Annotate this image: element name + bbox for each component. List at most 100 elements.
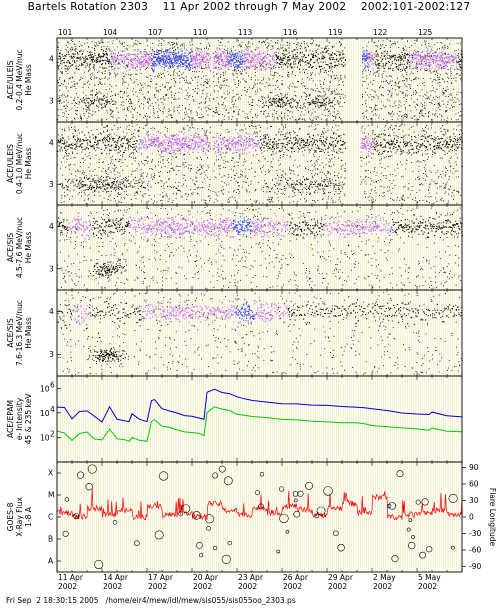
top-doy-label: 125 [418, 28, 433, 37]
flare-marker [426, 546, 433, 553]
flare-marker [64, 497, 70, 502]
flare-marker [196, 541, 203, 549]
y-tick-exponent: 6 [50, 380, 55, 389]
year-label: 2002 [103, 582, 122, 591]
panel-ylabel-line: ACE/ULEIS [6, 60, 15, 99]
right-axis-tick-label: -30 [469, 529, 481, 538]
flare-marker [87, 464, 97, 474]
flare-marker [255, 490, 261, 496]
footer-timestamp: Fri Sep 2 18:30:15 2005 /home/eir4/mew/i… [6, 596, 296, 605]
y-tick-label: 4 [49, 307, 54, 316]
top-doy-label: 104 [103, 28, 118, 37]
right-axis-tick-label: -60 [469, 546, 481, 555]
flare-marker [406, 527, 411, 532]
date-label: 14 Apr [103, 573, 129, 582]
flare-marker [337, 543, 345, 552]
flare-marker [159, 471, 169, 481]
panel-ylabel-line: 45 & 235 keV [24, 393, 33, 445]
flare-marker [411, 535, 415, 539]
y-tick-label: 3 [49, 264, 54, 273]
flare-marker [297, 490, 304, 497]
date-label: 20 Apr [193, 573, 219, 582]
flare-marker [199, 553, 204, 558]
flare-marker [73, 513, 80, 520]
flare-marker [62, 530, 69, 537]
flare-marker [293, 510, 301, 518]
flare-marker [408, 518, 413, 522]
flare-marker [333, 530, 339, 537]
y-tick-label: 3 [49, 97, 54, 106]
flare-marker [223, 476, 233, 486]
flare-marker [415, 499, 421, 505]
top-doy-label: 113 [238, 28, 253, 37]
flare-marker [213, 545, 218, 551]
date-label: 17 Apr [148, 573, 174, 582]
right-axis-label: Flare Longitude [488, 488, 497, 547]
y-tick-label: 10 [40, 409, 50, 418]
y-tick-label: 3 [49, 350, 54, 359]
date-label: 26 Apr [283, 573, 309, 582]
flare-marker [276, 549, 281, 554]
panel-frame [56, 461, 463, 573]
panel-ylabel-line: He Mass [24, 232, 33, 264]
flare-marker [133, 540, 140, 547]
flare-marker [396, 470, 404, 478]
year-label: 2002 [58, 582, 77, 591]
flare-marker [112, 520, 118, 525]
flare-marker [218, 465, 226, 473]
right-axis-tick-label: 30 [469, 496, 479, 505]
top-doy-label: 116 [283, 28, 298, 37]
panel-ylabel-line: 0.4-1.0 MeV/nuc [15, 133, 24, 194]
y-tick-label: 4 [49, 222, 54, 231]
panel-ylabel-line: 4.5-7.6 MeV/nuc [15, 217, 24, 278]
flare-marker [178, 511, 184, 517]
flare-marker [391, 555, 399, 563]
flare-marker [421, 498, 429, 506]
mass-scatter-points [57, 40, 463, 121]
year-label: 2002 [373, 582, 392, 591]
panel-ylabel-line: He Mass [24, 148, 33, 180]
panel-ylabel-line: e- Intensity [15, 397, 24, 440]
y-tick-exponent: 4 [50, 405, 55, 414]
flare-marker [278, 486, 285, 492]
flare-marker [314, 513, 320, 519]
date-label: 5 May [418, 573, 441, 582]
panel-ylabel-line: ACE/SIS [6, 233, 15, 262]
y-tick-label: 4 [49, 55, 54, 64]
flare-marker [221, 554, 231, 564]
flare-marker [205, 514, 215, 524]
right-axis-tick-label: 0 [469, 513, 474, 522]
year-label: 2002 [148, 582, 167, 591]
flare-marker [388, 502, 396, 510]
top-doy-label: 101 [58, 28, 73, 37]
flare-marker [419, 551, 427, 559]
flare-marker [259, 472, 265, 477]
y-tick-label: 4 [49, 138, 54, 147]
panel-ylabel-line: 7.6-16.3 MeV/nuc [15, 300, 24, 366]
flare-marker [227, 540, 233, 546]
year-label: 2002 [283, 582, 302, 591]
right-axis-tick-label: -90 [469, 562, 481, 571]
flare-marker [206, 525, 211, 531]
page-title: Bartels Rotation 2303 11 Apr 2002 throug… [27, 1, 471, 13]
flare-marker [181, 504, 191, 514]
top-doy-label: 119 [328, 28, 343, 37]
flare-marker [450, 545, 455, 550]
flare-marker [448, 493, 458, 504]
panel-ylabel-line: ACE/EPAM [6, 400, 15, 438]
flare-marker [316, 506, 326, 516]
mass-scatter-points [57, 207, 463, 289]
flare-marker [292, 491, 299, 497]
y-tick-label: 10 [40, 433, 50, 442]
flare-marker [85, 483, 93, 491]
date-label: 2 May [373, 573, 396, 582]
flare-marker [279, 513, 289, 524]
flare-marker [154, 530, 164, 540]
panel-ylabel-line: GOES-8 [6, 502, 15, 531]
flare-marker [94, 559, 104, 570]
goes-class-label: A [48, 557, 54, 566]
epam-235kev-line [56, 406, 463, 443]
year-label: 2002 [328, 582, 347, 591]
date-label: 29 Apr [328, 573, 354, 582]
